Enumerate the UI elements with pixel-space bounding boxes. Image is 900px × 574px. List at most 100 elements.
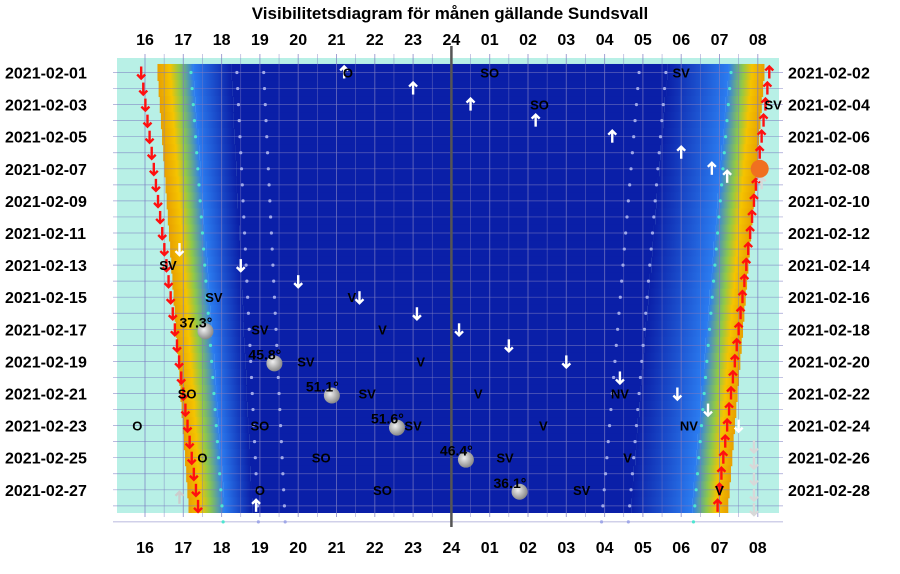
twilight-dot	[634, 103, 638, 107]
moonset-arrow	[140, 98, 151, 113]
direction-label: O	[132, 419, 142, 434]
twilight-dot	[252, 440, 257, 444]
date-label-right: 2021-02-04	[788, 98, 870, 115]
direction-label: V	[715, 483, 724, 498]
twilight-dot	[664, 70, 668, 75]
twilight-dot	[621, 263, 625, 267]
moon-icon	[266, 355, 283, 372]
moonset-arrow	[136, 66, 147, 81]
moonrise-arrow	[722, 417, 733, 432]
arrow-head	[153, 202, 163, 209]
moonset-arrow	[163, 275, 174, 289]
arrow-head	[724, 401, 734, 409]
bottom-margin	[0, 513, 900, 574]
arrow-head	[408, 80, 418, 88]
arrow-head	[728, 369, 738, 377]
twilight-dot	[250, 391, 254, 396]
arrow-head	[161, 266, 172, 273]
twilight-dot	[625, 215, 629, 219]
twilight-dot	[263, 103, 267, 107]
arrow-head	[186, 458, 197, 466]
arrow-head	[716, 466, 727, 473]
twilight-dot	[203, 263, 207, 267]
arrow-head	[749, 510, 759, 517]
twilight-dot	[662, 86, 667, 91]
twilight-dot	[235, 70, 239, 75]
twilight-dot	[193, 135, 198, 139]
twilight-dot	[192, 119, 197, 123]
twilight-dot	[713, 263, 717, 267]
direction-label: SO	[480, 66, 499, 81]
moonset-arrow	[138, 82, 149, 97]
arrow-head	[144, 137, 155, 145]
date-label-left: 2021-02-19	[5, 354, 87, 371]
direction-label: SV	[673, 66, 691, 81]
date-label-right: 2021-02-24	[788, 419, 870, 436]
twilight-dot	[654, 183, 659, 187]
direction-label: O	[197, 451, 207, 466]
moon-icon	[388, 419, 405, 436]
date-label-left: 2021-02-27	[5, 483, 87, 500]
direction-label: SO	[373, 483, 392, 498]
twilight-dot	[649, 247, 653, 251]
twilight-dot	[247, 327, 251, 331]
moon-rise-white-arrow	[722, 169, 733, 183]
twilight-dot	[278, 424, 283, 428]
hour-tick-top: 17	[174, 32, 192, 49]
moon-set-white-arrow	[733, 419, 744, 434]
twilight-dot	[605, 456, 609, 460]
arrow-head	[184, 442, 195, 450]
arrow-head	[735, 305, 746, 313]
hour-tick-top: 06	[672, 32, 690, 49]
hour-tick-bottom: 03	[557, 540, 575, 557]
hour-tick-top: 21	[328, 32, 346, 49]
arrow-head	[170, 330, 180, 337]
arrow-head	[749, 193, 759, 200]
arrow-head	[412, 314, 422, 321]
hour-tick-top: 16	[136, 32, 154, 49]
arrow-head	[174, 362, 184, 370]
twilight-dot	[633, 119, 637, 123]
twilight-dot	[694, 488, 698, 492]
date-label-right: 2021-02-02	[788, 66, 870, 83]
twilight-dot	[268, 199, 272, 203]
moon-icon	[457, 451, 474, 468]
arrow-head	[454, 330, 464, 337]
moon-set-white-arrow	[412, 307, 422, 321]
twilight-dot	[640, 359, 644, 363]
direction-label: SV	[764, 98, 782, 113]
arrow-head	[749, 479, 759, 487]
twilight-dot	[272, 295, 277, 299]
arrow-head	[729, 353, 740, 361]
hour-tick-bottom: 02	[519, 540, 537, 557]
moonset-arrow	[180, 403, 191, 418]
twilight-dot	[211, 375, 215, 380]
arrow-head	[749, 463, 759, 471]
twilight-dot	[236, 103, 241, 107]
hour-tick-bottom: 24	[443, 540, 461, 557]
arrow-head	[745, 225, 755, 232]
moonset-arrow	[157, 227, 168, 241]
twilight-dot	[646, 279, 651, 283]
twilight-dot	[705, 359, 709, 363]
hour-tick-top: 02	[519, 32, 537, 49]
twilight-dot	[198, 199, 202, 203]
twilight-dot	[190, 86, 194, 91]
twilight-dot	[599, 520, 604, 524]
arrow-head	[180, 410, 191, 418]
date-label-left: 2021-02-01	[5, 66, 87, 83]
arrow-head	[747, 209, 757, 216]
moon-altitude-label: 46.4°	[440, 443, 473, 459]
twilight-dot	[280, 456, 284, 460]
twilight-dot	[702, 391, 706, 396]
moonset-arrow	[142, 114, 153, 129]
twilight-dot	[256, 520, 260, 524]
arrow-head	[465, 96, 476, 104]
direction-label: O	[255, 483, 265, 498]
twilight-dot	[641, 343, 645, 347]
arrow-head	[354, 298, 365, 305]
moonrise-arrow	[735, 305, 746, 320]
twilight-dot	[628, 183, 632, 187]
moon-icon	[323, 387, 340, 404]
twilight-dot	[728, 86, 732, 91]
